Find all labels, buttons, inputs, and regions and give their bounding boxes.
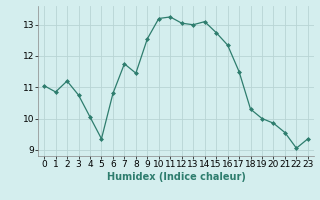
X-axis label: Humidex (Indice chaleur): Humidex (Indice chaleur) xyxy=(107,172,245,182)
